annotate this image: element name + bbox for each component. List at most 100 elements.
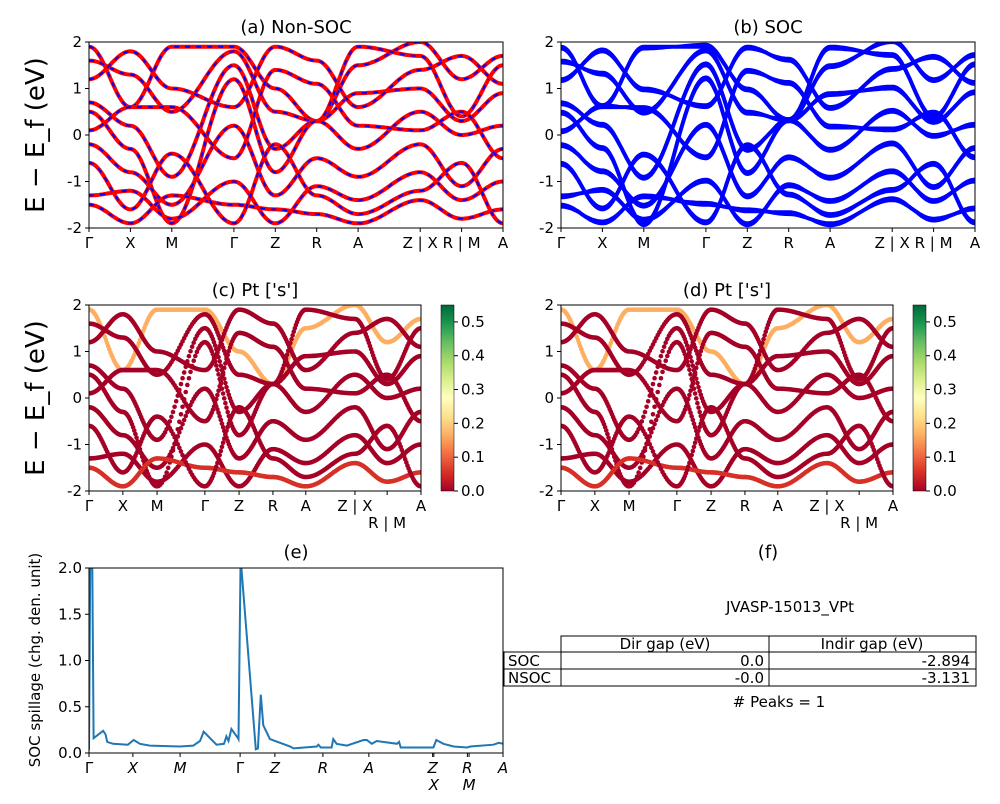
projected-point: [685, 401, 690, 406]
y-tick-label: -1: [67, 436, 82, 454]
x-tick-label: A: [498, 234, 509, 252]
projected-point: [652, 376, 657, 381]
projected-point: [689, 384, 694, 389]
projected-point: [651, 426, 656, 431]
x-tick-label: A: [970, 234, 981, 252]
colorbar-tick-label: 0.5: [461, 313, 485, 331]
projected-point: [688, 388, 693, 393]
x-tick-label: X: [125, 234, 135, 252]
projected-point: [651, 382, 656, 387]
projected-point: [182, 370, 187, 375]
y-tick-label: 1: [544, 80, 554, 98]
projected-point: [223, 381, 228, 386]
y-tick-label: 0: [72, 389, 82, 407]
projected-point: [188, 349, 193, 354]
projected-point: [643, 410, 648, 415]
projected-point: [220, 375, 225, 380]
x-tick-label: A: [301, 497, 312, 515]
colorbar-tick-label: 0.3: [461, 381, 485, 399]
x-tick-label: M: [151, 497, 164, 515]
panel-d-plot: [559, 303, 896, 489]
projected-point: [686, 363, 691, 368]
projected-point: [657, 383, 662, 388]
projected-point: [694, 366, 699, 371]
x-tick-label: X: [597, 234, 607, 252]
x-tick-label: Z | X: [875, 234, 910, 252]
projected-point: [179, 412, 184, 417]
projected-point: [191, 358, 196, 363]
projected-point: [217, 359, 222, 364]
projected-point: [179, 382, 184, 387]
x-tick-label: R | M: [915, 234, 953, 252]
x-tick-label: A: [825, 234, 836, 252]
y-tick-label: 1: [72, 80, 82, 98]
x-tick-label: A: [353, 234, 364, 252]
y-tick-label: 2: [544, 33, 554, 51]
x-tick-label: R | M: [443, 234, 481, 252]
projected-point: [694, 396, 699, 401]
projected-point: [193, 354, 198, 359]
y-tick-label: 0: [544, 126, 554, 144]
projected-point: [638, 466, 643, 471]
colorbar-tick-label: 0.2: [461, 414, 485, 432]
y-tick-label: 1: [72, 343, 82, 361]
x-tick-label: M: [165, 234, 178, 252]
projected-point: [215, 461, 220, 466]
projected-point: [649, 430, 654, 435]
panel-c-ylabel: E − E_f (eV): [21, 320, 51, 476]
projected-point: [225, 353, 230, 358]
projected-point: [692, 375, 697, 380]
projected-point: [220, 445, 225, 450]
projected-point: [171, 410, 176, 415]
projected-point: [182, 418, 187, 423]
projected-point: [219, 379, 224, 384]
projected-point: [214, 363, 219, 368]
x-tick-label: M: [637, 234, 650, 252]
y-tick-label: -2: [67, 219, 82, 237]
projected-point: [217, 384, 222, 389]
panel-b-title: (b) SOC: [733, 17, 802, 38]
panel-a-title: (a) Non-SOC: [240, 17, 351, 38]
panel-e-title: (e): [283, 542, 308, 563]
projected-point: [224, 405, 229, 410]
projected-point: [641, 415, 646, 420]
projected-point: [659, 354, 664, 359]
projected-point: [215, 367, 220, 372]
projected-point: [223, 432, 228, 437]
projected-point: [217, 453, 222, 458]
x-tick-label: X: [118, 497, 128, 515]
x-tick-label: R | M: [368, 514, 406, 532]
y-tick-label: -1: [67, 173, 82, 191]
projected-point: [663, 358, 668, 363]
projected-point: [215, 393, 220, 398]
x-tick-label: Γ: [230, 234, 239, 252]
y-tick-label: 0: [72, 126, 82, 144]
projected-point: [187, 376, 192, 381]
panel-c-title: (c) Pt ['s']: [212, 280, 299, 301]
panel-d-title: (d) Pt ['s']: [683, 280, 771, 301]
y-tick-label: -2: [539, 219, 554, 237]
panel-e-ylabel: SOC spillage (chg. den. unit): [26, 553, 44, 768]
projected-point: [224, 385, 229, 390]
x-tick-label: Γ: [702, 234, 711, 252]
projected-point: [695, 361, 700, 366]
projected-point: [696, 357, 701, 362]
x-tick-label: A: [416, 497, 427, 515]
x-tick-label: Γ: [85, 234, 94, 252]
projected-point: [655, 390, 660, 395]
x-tick-label: Z: [742, 234, 752, 252]
projected-point: [697, 410, 702, 415]
projected-point: [696, 385, 701, 390]
x-tick-label: R: [311, 234, 321, 252]
projected-point: [695, 401, 700, 406]
x-tick-label: R: [783, 234, 793, 252]
projected-point: [179, 426, 184, 431]
panel-a-ylabel: E − E_f (eV): [21, 57, 51, 213]
projected-point: [224, 357, 229, 362]
colorbar: [441, 305, 454, 491]
colorbar-tick-label: 0.1: [461, 448, 485, 466]
projected-point: [651, 412, 656, 417]
